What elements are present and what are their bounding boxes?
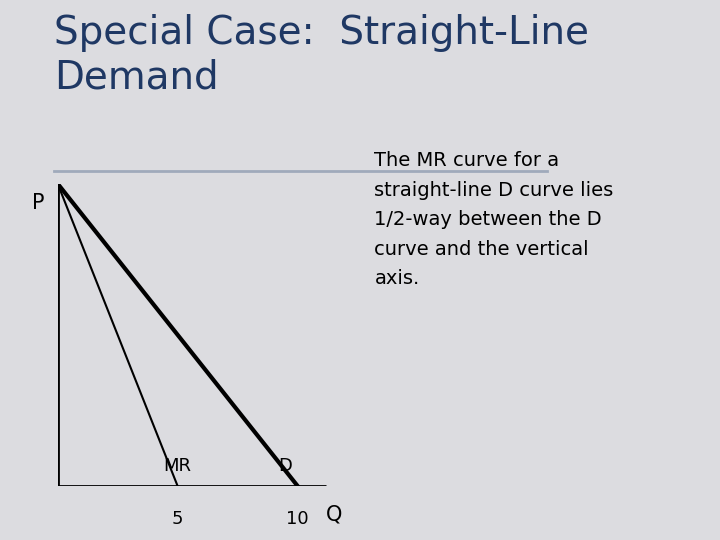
Text: Special Case:  Straight-Line
Demand: Special Case: Straight-Line Demand — [54, 14, 589, 96]
Text: The MR curve for a
straight-line D curve lies
1/2-way between the D
curve and th: The MR curve for a straight-line D curve… — [374, 151, 613, 288]
Text: 10: 10 — [287, 510, 309, 528]
Text: D: D — [279, 457, 292, 475]
Text: 5: 5 — [172, 510, 184, 528]
Text: Q: Q — [325, 504, 342, 524]
Text: MR: MR — [163, 457, 192, 475]
Text: P: P — [32, 193, 45, 213]
